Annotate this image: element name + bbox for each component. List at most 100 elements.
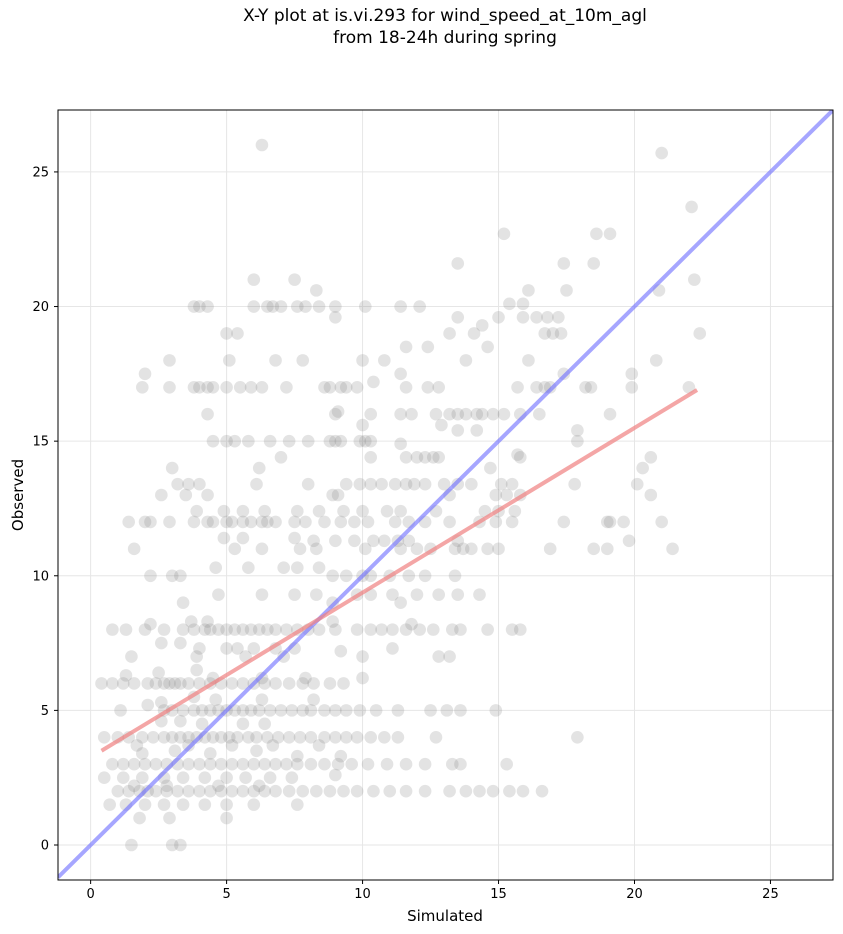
data-point xyxy=(282,731,296,744)
data-point xyxy=(293,731,307,744)
data-point xyxy=(348,515,361,529)
data-point xyxy=(394,407,407,421)
data-point xyxy=(116,757,130,771)
data-point xyxy=(603,515,617,529)
data-point xyxy=(274,300,288,313)
grid xyxy=(58,110,833,880)
data-point xyxy=(394,542,407,556)
reference-lines xyxy=(58,110,833,879)
data-point xyxy=(163,515,176,529)
data-point xyxy=(533,407,546,421)
data-point xyxy=(174,731,187,744)
data-point xyxy=(454,757,467,771)
data-point xyxy=(130,739,144,752)
data-point xyxy=(171,477,184,491)
data-point xyxy=(470,407,484,421)
data-point xyxy=(290,757,304,771)
data-point xyxy=(225,757,239,771)
data-point xyxy=(356,650,369,663)
data-point xyxy=(329,311,342,324)
data-point xyxy=(114,704,127,717)
data-point xyxy=(190,504,203,518)
data-point xyxy=(135,747,149,760)
data-point xyxy=(138,757,152,771)
data-point xyxy=(157,623,171,636)
data-point xyxy=(587,542,601,556)
data-point xyxy=(339,731,353,744)
data-point xyxy=(163,677,176,690)
data-point xyxy=(290,504,304,518)
data-point xyxy=(193,477,206,491)
data-point xyxy=(391,731,405,744)
data-point xyxy=(299,515,312,529)
data-point xyxy=(193,677,206,690)
data-point xyxy=(195,704,209,717)
data-point xyxy=(329,300,342,313)
data-point xyxy=(296,704,310,717)
data-point xyxy=(353,704,367,717)
data-point xyxy=(481,340,494,354)
data-point xyxy=(157,677,171,690)
data-point xyxy=(356,354,369,367)
data-point xyxy=(155,696,168,709)
data-point xyxy=(236,504,250,518)
data-point xyxy=(345,757,358,771)
data-point xyxy=(261,731,274,744)
data-point xyxy=(280,623,293,636)
data-point xyxy=(255,381,269,394)
data-point xyxy=(334,434,348,448)
data-point xyxy=(269,623,282,636)
data-point xyxy=(201,515,214,529)
data-point xyxy=(263,434,277,448)
data-point xyxy=(473,784,486,798)
data-point xyxy=(252,461,266,475)
data-point xyxy=(505,623,519,636)
data-point xyxy=(217,531,231,545)
data-point xyxy=(206,434,220,448)
data-point xyxy=(459,784,473,798)
data-point xyxy=(426,623,440,636)
x-tick-label: 15 xyxy=(490,887,507,902)
data-point xyxy=(312,739,326,752)
data-point xyxy=(649,354,663,367)
data-point xyxy=(285,771,299,784)
data-point xyxy=(187,515,201,529)
data-point xyxy=(225,784,239,798)
data-point xyxy=(394,596,407,609)
data-point xyxy=(223,731,236,744)
data-point xyxy=(122,784,136,798)
data-point xyxy=(350,381,364,394)
data-point xyxy=(329,623,342,636)
data-point xyxy=(505,477,519,491)
data-point xyxy=(443,784,456,798)
data-point xyxy=(193,642,206,655)
data-point xyxy=(174,677,187,690)
data-point xyxy=(258,717,271,731)
data-point xyxy=(386,588,399,601)
data-point xyxy=(418,451,432,464)
data-point xyxy=(163,381,176,394)
data-point xyxy=(454,623,467,636)
data-point xyxy=(530,311,543,324)
data-point xyxy=(244,704,258,717)
data-point xyxy=(685,200,698,214)
data-point xyxy=(220,811,233,825)
data-point xyxy=(266,300,280,313)
data-point xyxy=(282,677,296,690)
data-point xyxy=(489,488,503,502)
data-point xyxy=(220,381,233,394)
data-point xyxy=(339,477,353,491)
data-point xyxy=(135,381,149,394)
data-point xyxy=(127,677,141,690)
data-point xyxy=(250,731,263,744)
data-point xyxy=(636,461,649,475)
data-point xyxy=(383,784,397,798)
data-point xyxy=(231,731,244,744)
data-point xyxy=(244,623,258,636)
data-point xyxy=(513,451,527,464)
data-point xyxy=(119,669,133,682)
data-point xyxy=(405,617,418,631)
data-point xyxy=(212,588,225,601)
data-point xyxy=(116,677,130,690)
data-point xyxy=(250,477,263,491)
